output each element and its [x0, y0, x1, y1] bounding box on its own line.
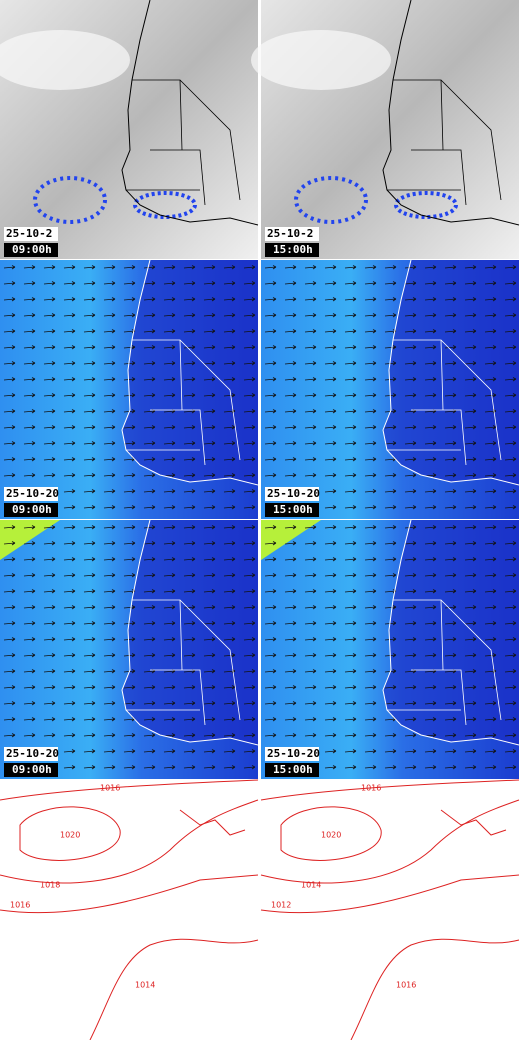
- date-box: [4, 747, 58, 761]
- isobar-label: 1018: [40, 881, 60, 890]
- map-panel: 25-10-20 15:00h: [261, 259, 520, 519]
- time-label: 15:00h: [273, 243, 313, 256]
- cloud: [251, 30, 391, 90]
- map-panel: 25-10-20 09:00h: [0, 519, 259, 779]
- isobar-label: 1016: [100, 784, 120, 793]
- time-box: [4, 243, 58, 257]
- borders: [387, 79, 502, 206]
- isobar: [179, 809, 246, 836]
- isobar: [0, 874, 259, 914]
- isobar-label: 1014: [135, 981, 155, 990]
- rain-cluster: [394, 191, 458, 219]
- rain-cluster: [33, 176, 107, 224]
- isobar: [0, 799, 259, 884]
- map-panel: 25-10-20 15:00h: [261, 519, 520, 779]
- isobar: [260, 779, 520, 801]
- time-box: [4, 503, 58, 517]
- coastline: [382, 519, 520, 746]
- isobar-label: 1020: [60, 831, 80, 840]
- panel-background: [0, 780, 258, 1039]
- isobar-label: 1016: [361, 784, 381, 793]
- borders: [387, 339, 502, 466]
- isobar: [0, 779, 259, 801]
- isobar: [19, 806, 121, 861]
- time-label: 09:00h: [12, 503, 52, 516]
- date-label: 25-10-2: [6, 227, 52, 240]
- date-box: [265, 487, 319, 501]
- time-label: 09:00h: [12, 243, 52, 256]
- time-box: [265, 763, 319, 777]
- time-box: [265, 503, 319, 517]
- map-panel: 25-10-2 09:00h: [0, 0, 259, 259]
- coastline: [382, 259, 520, 486]
- date-box: [4, 487, 58, 501]
- isobar: [350, 938, 520, 1040]
- cloud: [0, 30, 130, 90]
- map-panel: 1016 1020 1014 1012 1016: [260, 779, 520, 1040]
- isobar-label: 1016: [10, 901, 30, 910]
- map-panel: 25-10-2 15:00h: [251, 0, 520, 259]
- date-box: [265, 227, 319, 241]
- map-panel: 1016 1020 1018 1016 1014: [0, 779, 259, 1040]
- date-label: 25-10-2: [267, 227, 313, 240]
- time-label: 09:00h: [12, 763, 52, 776]
- borders: [387, 599, 502, 726]
- coastline: [382, 0, 520, 226]
- isobar: [440, 809, 507, 836]
- date-label: 25-10-20: [267, 487, 320, 500]
- time-box: [265, 243, 319, 257]
- time-label: 15:00h: [273, 503, 313, 516]
- isobar: [260, 874, 520, 914]
- isobar: [260, 799, 520, 884]
- date-label: 25-10-20: [6, 747, 59, 760]
- panel-background: [261, 780, 519, 1039]
- isobar: [280, 806, 382, 861]
- isobar-label: 1016: [396, 981, 416, 990]
- rain-cluster: [133, 191, 197, 219]
- coastline: [121, 519, 259, 746]
- date-label: 25-10-20: [6, 487, 59, 500]
- borders: [126, 339, 241, 466]
- isobar-label: 1014: [301, 881, 321, 890]
- coastline: [121, 259, 259, 486]
- isobar-label: 1020: [321, 831, 341, 840]
- map-panel: 25-10-20 09:00h: [0, 259, 259, 519]
- time-box: [4, 763, 58, 777]
- time-label: 15:00h: [273, 763, 313, 776]
- rain-cluster: [294, 176, 368, 224]
- date-box: [4, 227, 58, 241]
- date-box: [265, 747, 319, 761]
- borders: [126, 599, 241, 726]
- borders: [126, 79, 241, 206]
- isobar: [89, 938, 259, 1040]
- coastline: [121, 0, 259, 226]
- isobar-label: 1012: [271, 901, 291, 910]
- date-label: 25-10-20: [267, 747, 320, 760]
